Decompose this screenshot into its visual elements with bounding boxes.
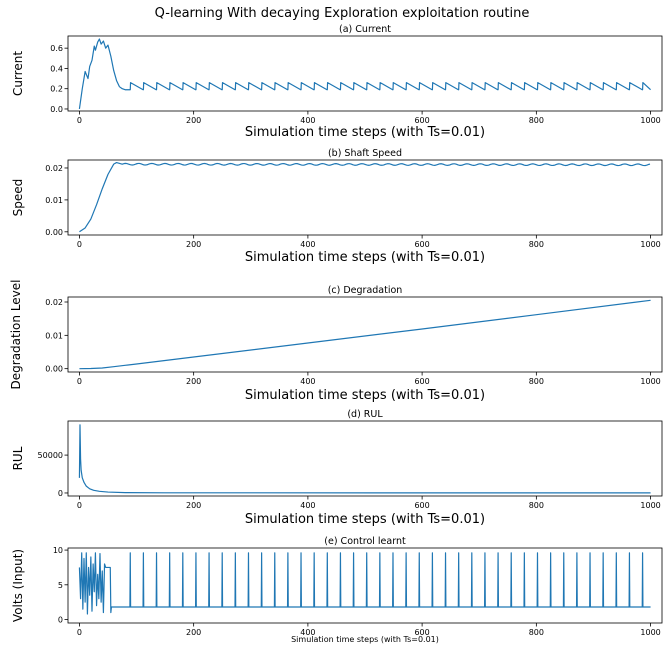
- y-tick-label: 0.0: [50, 105, 63, 114]
- y-axis-label: Volts (Input): [11, 549, 25, 622]
- x-tick-label: 800: [529, 501, 544, 510]
- x-tick-label: 400: [300, 377, 315, 386]
- x-tick-label: 0: [77, 116, 82, 125]
- x-tick-label: 200: [186, 377, 201, 386]
- y-tick-label: 0.01: [45, 331, 63, 340]
- x-tick-label: 400: [300, 628, 315, 637]
- x-tick-label: 600: [414, 501, 429, 510]
- y-tick-label: 0.02: [45, 164, 63, 173]
- x-tick-label: 200: [186, 628, 201, 637]
- y-axis-label: Current: [11, 51, 25, 96]
- y-tick-label: 0.4: [50, 64, 63, 73]
- y-tick-label: 5: [58, 581, 63, 590]
- y-tick-label: 0.00: [45, 228, 63, 237]
- x-tick-label: 800: [529, 116, 544, 125]
- x-tick-label: 600: [414, 240, 429, 249]
- plot-frame: [67, 547, 663, 624]
- x-axis-label: Simulation time steps (with Ts=0.01): [245, 512, 485, 527]
- x-tick-label: 0: [77, 628, 82, 637]
- x-axis-label: Simulation time steps (with Ts=0.01): [291, 635, 439, 644]
- series-line: [79, 299, 651, 370]
- subplot-title: (b) Shaft Speed: [328, 148, 402, 159]
- x-tick-label: 200: [186, 116, 201, 125]
- subplot-control: (e) Control learnt 0 200 400 600 800 1000 0 5 10 S…: [11, 536, 663, 644]
- y-tick-label: 0.01: [45, 196, 63, 205]
- x-tick-label: 1000: [640, 240, 660, 249]
- y-tick-label: 50000: [38, 451, 63, 460]
- x-tick-label: 200: [186, 501, 201, 510]
- plot-frame: [67, 159, 663, 236]
- subplot-title: (a) Current: [339, 24, 391, 35]
- plot-frame: [67, 296, 663, 373]
- x-tick-label: 1000: [640, 377, 660, 386]
- y-axis-label: Degradation Level: [9, 280, 23, 390]
- x-tick-label: 1000: [640, 116, 660, 125]
- subplot-title: (c) Degradation: [328, 285, 403, 296]
- figure-title: Q-learning With decaying Exploration exp…: [155, 6, 530, 21]
- x-tick-label: 800: [529, 628, 544, 637]
- y-axis-label: RUL: [11, 446, 25, 470]
- y-tick-label: 0.6: [50, 44, 63, 53]
- subplot-title: (d) RUL: [347, 409, 383, 420]
- subplot-rul: (d) RUL 0 200 400 600 800 1000 0 50000 Simulation…: [11, 409, 663, 527]
- y-tick-label: 0: [58, 616, 63, 625]
- x-tick-label: 600: [414, 377, 429, 386]
- subplot-current: (a) Current 0 200 400 600 800 1000 0.0 0.2 0.4 0.6…: [11, 24, 663, 140]
- series-line: [78, 552, 651, 615]
- y-tick-label: 0.00: [45, 365, 63, 374]
- series-line: [78, 424, 651, 494]
- x-tick-label: 0: [77, 240, 82, 249]
- x-tick-label: 1000: [640, 628, 660, 637]
- x-axis-label: Simulation time steps (with Ts=0.01): [245, 125, 485, 140]
- x-tick-label: 1000: [640, 501, 660, 510]
- x-tick-label: 800: [529, 240, 544, 249]
- y-tick-label: 0.02: [45, 298, 63, 307]
- series-line: [78, 38, 651, 110]
- x-tick-label: 400: [300, 240, 315, 249]
- y-tick-label: 10: [53, 546, 63, 555]
- subplot-speed: (b) Shaft Speed 0 200 400 600 800 1000 0.00 0.01…: [11, 148, 663, 265]
- plot-frame: [67, 420, 663, 497]
- plot-frame: [67, 35, 663, 112]
- x-tick-label: 600: [414, 116, 429, 125]
- subplot-degradation: (c) Degradation 0 200 400 600 800 1000 0.00 0.01…: [9, 280, 663, 403]
- x-axis-label: Simulation time steps (with Ts=0.01): [245, 250, 485, 265]
- x-tick-label: 200: [186, 240, 201, 249]
- x-axis-label: Simulation time steps (with Ts=0.01): [245, 388, 485, 403]
- y-tick-label: 0: [58, 489, 63, 498]
- x-tick-label: 0: [77, 501, 82, 510]
- x-tick-label: 0: [77, 377, 82, 386]
- x-tick-label: 400: [300, 116, 315, 125]
- x-tick-label: 400: [300, 501, 315, 510]
- y-axis-label: Speed: [11, 179, 25, 217]
- series-line: [79, 161, 651, 233]
- subplot-title: (e) Control learnt: [324, 536, 406, 547]
- y-tick-label: 0.2: [50, 85, 63, 94]
- x-tick-label: 800: [529, 377, 544, 386]
- x-tick-label: 600: [414, 628, 429, 637]
